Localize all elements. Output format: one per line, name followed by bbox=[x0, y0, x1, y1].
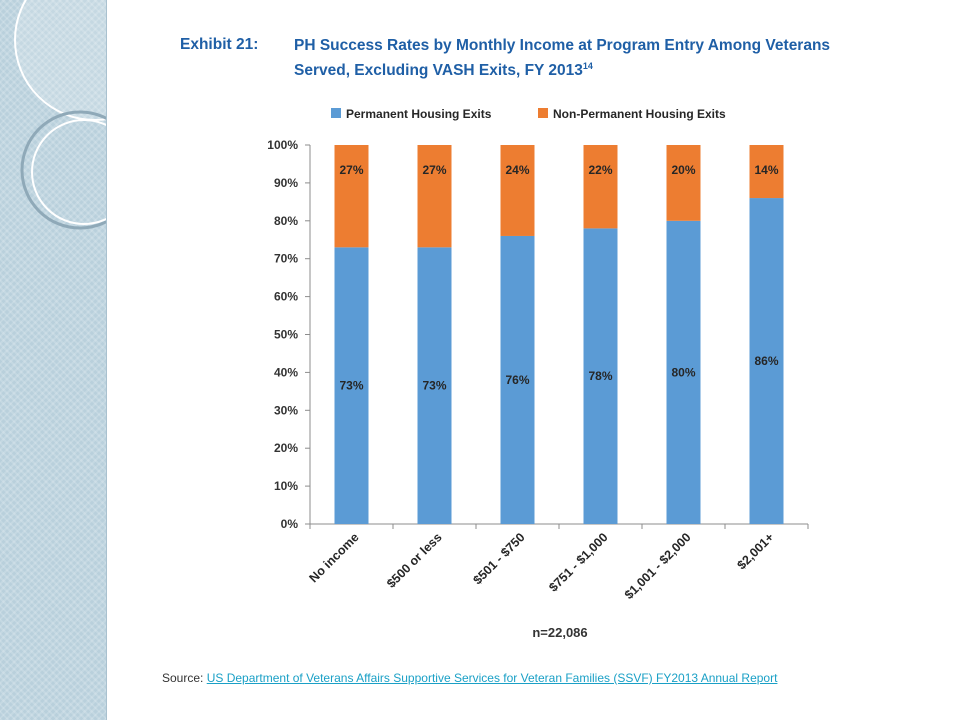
data-label: 73% bbox=[422, 379, 446, 393]
legend-label: Permanent Housing Exits bbox=[346, 107, 492, 121]
bar-segment bbox=[666, 220, 701, 525]
data-label: 78% bbox=[588, 369, 612, 383]
decorative-circles bbox=[14, 0, 106, 230]
exhibit-label: Exhibit 21: bbox=[180, 36, 259, 53]
sample-size-label: n=22,086 bbox=[532, 625, 587, 640]
legend-label: Non-Permanent Housing Exits bbox=[553, 107, 726, 121]
legend-swatch bbox=[331, 108, 341, 118]
y-tick-label: 0% bbox=[281, 517, 299, 531]
data-label: 22% bbox=[588, 163, 612, 177]
y-tick-label: 30% bbox=[274, 403, 298, 417]
y-tick-label: 100% bbox=[267, 138, 298, 152]
y-tick-label: 90% bbox=[274, 176, 298, 190]
x-tick-label: $2,001+ bbox=[735, 530, 777, 572]
title-footnote: 14 bbox=[582, 61, 593, 71]
data-label: 86% bbox=[754, 354, 778, 368]
data-label: 20% bbox=[671, 163, 695, 177]
x-tick-label: $751 - $1,000 bbox=[546, 530, 610, 594]
bar-segment bbox=[334, 247, 369, 524]
decorative-sidebar bbox=[0, 0, 107, 720]
y-tick-label: 80% bbox=[274, 214, 298, 228]
y-tick-label: 60% bbox=[274, 290, 298, 304]
y-tick-label: 20% bbox=[274, 441, 298, 455]
data-label: 73% bbox=[339, 379, 363, 393]
bar-segment bbox=[500, 145, 535, 236]
data-label: 76% bbox=[505, 373, 529, 387]
bar-segment bbox=[749, 145, 784, 199]
bar-segment bbox=[583, 228, 618, 524]
source-prefix: Source: bbox=[162, 671, 204, 685]
bars: 73% 27% No income 73% 27% $500 or less 76% 24% $… bbox=[307, 145, 784, 602]
y-tick-label: 50% bbox=[274, 328, 298, 342]
x-tick-label: No income bbox=[307, 530, 362, 585]
bar-segment bbox=[417, 247, 452, 524]
axes: 0% 10% 20% 30% 40% 50% 60% 70% 80% 90% 100% bbox=[267, 138, 809, 531]
bar-segment bbox=[417, 145, 452, 248]
source-note: Source: US Department of Veterans Affair… bbox=[162, 671, 777, 685]
x-tick-label: $500 or less bbox=[384, 530, 445, 591]
data-label: 80% bbox=[671, 365, 695, 379]
bar-segment bbox=[666, 145, 701, 221]
bar-segment bbox=[500, 235, 535, 524]
chart-title: PH Success Rates by Monthly Income at Pr… bbox=[294, 36, 854, 81]
data-label: 27% bbox=[422, 163, 446, 177]
y-tick-label: 70% bbox=[274, 252, 298, 266]
y-tick-label: 10% bbox=[274, 479, 298, 493]
x-tick-label: $501 - $750 bbox=[471, 530, 528, 587]
bar-segment bbox=[334, 145, 369, 248]
legend-swatch bbox=[538, 108, 548, 118]
y-tick-label: 40% bbox=[274, 365, 298, 379]
legend: Permanent Housing Exits Non-Permanent Hou… bbox=[331, 107, 726, 121]
bar-segment bbox=[583, 145, 618, 229]
source-link[interactable]: US Department of Veterans Affairs Suppor… bbox=[206, 671, 778, 685]
x-tick-label: $1,001 - $2,000 bbox=[622, 530, 694, 602]
data-label: 14% bbox=[754, 163, 778, 177]
bar-segment bbox=[749, 198, 784, 524]
chart-title-text: PH Success Rates by Monthly Income at Pr… bbox=[294, 37, 831, 80]
data-label: 27% bbox=[339, 163, 363, 177]
data-label: 24% bbox=[505, 163, 529, 177]
